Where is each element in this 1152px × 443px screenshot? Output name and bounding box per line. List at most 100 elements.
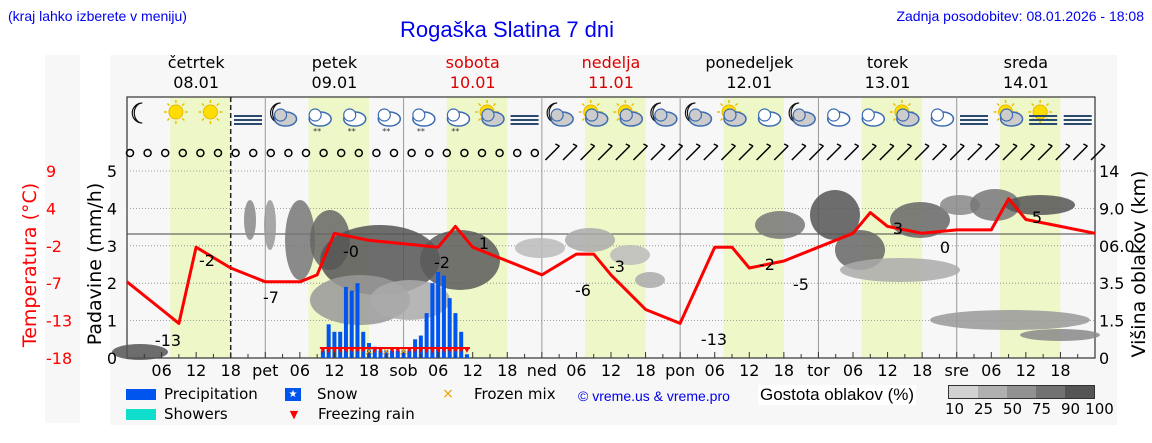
x-tick: 12 xyxy=(186,361,206,380)
cloud-density-blob xyxy=(610,245,650,265)
temperature-axis-panel xyxy=(45,55,80,423)
svg-text:×: × xyxy=(381,344,391,358)
calm-wind-icon xyxy=(530,148,540,158)
cloud-height-tick: 0 xyxy=(1099,349,1109,368)
x-tick: 06 xyxy=(566,361,586,380)
x-tick: 12 xyxy=(601,361,621,380)
cloud-density-blob xyxy=(930,310,1090,330)
x-tick: 12 xyxy=(324,361,344,380)
x-tick: 06 xyxy=(151,361,171,380)
cloud-density-blob xyxy=(565,228,615,252)
precip-tick: 3 xyxy=(107,237,117,256)
fog-icon xyxy=(960,115,988,125)
cloud-density-title: Gostota oblakov (%) xyxy=(758,385,917,405)
day-date: 13.01 xyxy=(865,73,911,92)
wind-barb-icon xyxy=(932,143,948,161)
wind-barb-icon xyxy=(615,143,631,161)
temperature-label: 5 xyxy=(1032,208,1042,227)
calm-wind-icon xyxy=(354,148,364,158)
precip-bar xyxy=(332,331,337,358)
legend-label: Snow xyxy=(317,385,358,403)
precip-tick: 1 xyxy=(107,312,117,331)
wind-barb-icon xyxy=(544,143,560,161)
calm-wind-icon xyxy=(407,148,416,158)
x-tick: 18 xyxy=(1050,361,1070,380)
sun-cloud-icon xyxy=(993,100,1024,127)
x-tick: tor xyxy=(807,361,830,380)
wind-barb-icon xyxy=(773,143,789,161)
x-tick: 12 xyxy=(463,361,483,380)
legend-freezing-rain: ▼ Freezing rain xyxy=(288,405,415,423)
moon-icon xyxy=(131,102,143,124)
x-tick: 06 xyxy=(705,361,725,380)
moon-cloud-icon xyxy=(788,102,816,127)
day-date: 08.01 xyxy=(173,73,219,92)
cloud-icon xyxy=(861,108,886,127)
calm-wind-icon xyxy=(477,148,487,158)
wind-barb-icon xyxy=(1002,143,1018,161)
svg-text:**: ** xyxy=(417,127,425,136)
day-date: 12.01 xyxy=(726,73,772,92)
wind-barb-icon xyxy=(720,143,736,161)
svg-text:**: ** xyxy=(451,127,459,136)
sun-icon xyxy=(198,100,223,124)
fog-icon xyxy=(234,115,262,125)
day-name: sreda xyxy=(1004,53,1048,72)
precip-bar xyxy=(320,350,325,358)
temperature-line xyxy=(126,197,1096,325)
precip-bar xyxy=(424,313,429,358)
cloud-density-blob xyxy=(970,189,1020,221)
precip-bar xyxy=(361,331,366,358)
x-tick: 18 xyxy=(221,361,241,380)
scale-label: 50 xyxy=(1002,400,1023,418)
temperature-axis-title: Temperatura (°C) xyxy=(19,183,41,348)
day-date: 14.01 xyxy=(1003,73,1049,92)
credit-link[interactable]: © vreme.us & vreme.pro xyxy=(578,388,730,404)
cloud-density-scale xyxy=(948,385,1095,399)
precip-bar xyxy=(378,350,383,358)
precip-bar xyxy=(326,324,331,358)
cloud-density-blob xyxy=(370,280,450,320)
location-hint[interactable]: (kraj lahko izberete v meniju) xyxy=(8,8,187,24)
day-name: petek xyxy=(312,53,358,72)
moon-cloud-icon xyxy=(546,102,574,127)
calm-wind-icon xyxy=(372,148,381,158)
x-tick: 06 xyxy=(981,361,1001,380)
precip-bar xyxy=(459,331,464,358)
snow-icon: ** xyxy=(412,108,436,136)
calm-wind-icon xyxy=(301,148,311,158)
svg-text:**: ** xyxy=(313,127,321,136)
precip-tick: 5 xyxy=(107,162,117,181)
wind-barb-icon xyxy=(1037,143,1053,161)
x-tick: 06 xyxy=(428,361,448,380)
temp-tick: -2 xyxy=(46,237,62,256)
cloud-density-blob xyxy=(285,200,315,280)
frozen-mix-icon: × xyxy=(442,386,454,402)
fog-icon xyxy=(510,115,539,125)
wind-barb-icon xyxy=(562,143,578,161)
temperature-label: -6 xyxy=(575,281,591,300)
x-tick: pon xyxy=(665,361,695,380)
cloud-density-scale-labels: 10 25 50 75 90 100 xyxy=(940,400,1114,418)
precip-bar xyxy=(418,335,423,358)
wind-barb-icon xyxy=(738,143,754,161)
day-date: 09.01 xyxy=(312,73,358,92)
calm-wind-icon xyxy=(442,148,452,158)
calm-wind-icon xyxy=(389,148,399,158)
svg-text:×: × xyxy=(364,344,374,358)
precip-bar xyxy=(447,298,452,358)
cloud-density-blob xyxy=(940,195,980,215)
x-tick: pet xyxy=(252,361,278,380)
temp-tick: 4 xyxy=(46,199,56,218)
cloud-density-blob xyxy=(515,238,565,258)
cloud-density-blob xyxy=(840,258,960,282)
wind-barb-icon xyxy=(949,143,965,161)
calm-wind-icon xyxy=(196,148,205,158)
calm-wind-icon xyxy=(512,148,522,158)
calm-wind-icon xyxy=(213,148,223,158)
calm-wind-icon xyxy=(231,148,240,158)
calm-wind-icon xyxy=(248,148,258,158)
wind-barb-icon xyxy=(914,143,930,161)
temp-tick: -13 xyxy=(46,312,72,331)
